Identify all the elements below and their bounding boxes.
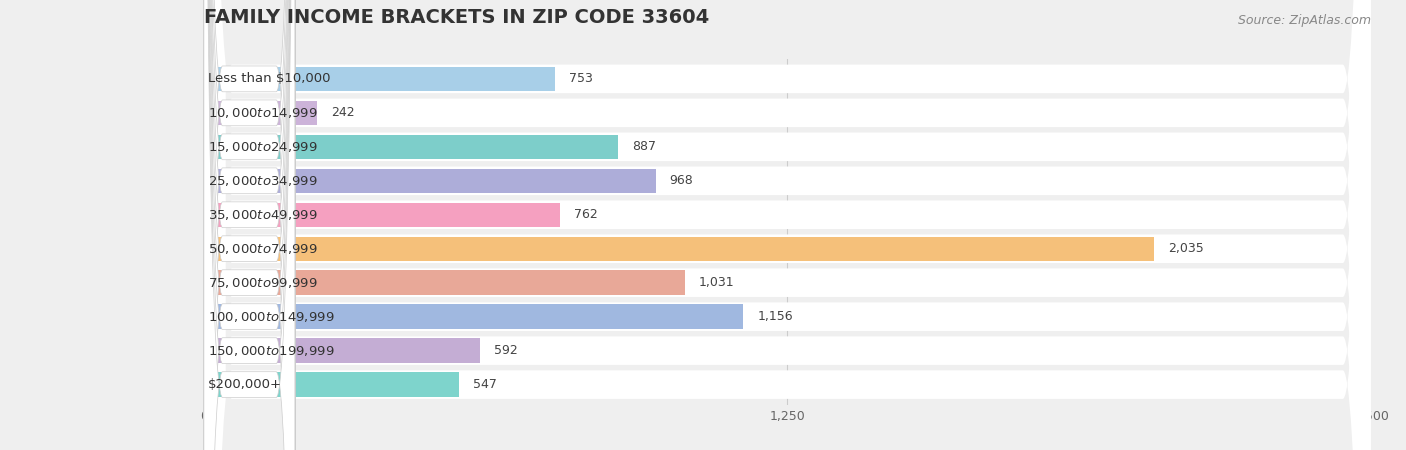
FancyBboxPatch shape <box>204 0 295 450</box>
FancyBboxPatch shape <box>204 0 1371 450</box>
FancyBboxPatch shape <box>204 0 1371 450</box>
FancyBboxPatch shape <box>204 0 295 450</box>
Bar <box>204 373 460 397</box>
FancyBboxPatch shape <box>204 0 1371 450</box>
Text: 2,035: 2,035 <box>1168 242 1204 255</box>
Bar <box>204 101 316 125</box>
Bar <box>204 169 655 193</box>
Bar <box>204 237 1154 261</box>
Text: $25,000 to $34,999: $25,000 to $34,999 <box>208 174 318 188</box>
FancyBboxPatch shape <box>204 0 295 450</box>
Text: 762: 762 <box>574 208 598 221</box>
FancyBboxPatch shape <box>204 0 295 450</box>
FancyBboxPatch shape <box>204 0 1371 450</box>
FancyBboxPatch shape <box>204 0 295 450</box>
FancyBboxPatch shape <box>204 0 1371 450</box>
Text: 1,031: 1,031 <box>699 276 735 289</box>
Bar <box>204 305 744 329</box>
FancyBboxPatch shape <box>204 0 295 450</box>
FancyBboxPatch shape <box>204 0 1371 450</box>
Text: $100,000 to $149,999: $100,000 to $149,999 <box>208 310 335 324</box>
Text: 1,156: 1,156 <box>758 310 793 323</box>
Bar <box>204 338 481 363</box>
FancyBboxPatch shape <box>204 0 295 450</box>
FancyBboxPatch shape <box>204 0 295 450</box>
FancyBboxPatch shape <box>204 0 1371 450</box>
Text: $35,000 to $49,999: $35,000 to $49,999 <box>208 208 318 222</box>
Text: Less than $10,000: Less than $10,000 <box>208 72 330 86</box>
Text: 887: 887 <box>631 140 657 153</box>
Text: $75,000 to $99,999: $75,000 to $99,999 <box>208 276 318 290</box>
Text: 968: 968 <box>669 174 693 187</box>
Text: FAMILY INCOME BRACKETS IN ZIP CODE 33604: FAMILY INCOME BRACKETS IN ZIP CODE 33604 <box>204 8 709 27</box>
FancyBboxPatch shape <box>204 0 1371 450</box>
Text: 242: 242 <box>330 106 354 119</box>
Text: 753: 753 <box>569 72 593 86</box>
Bar <box>204 135 617 159</box>
Text: $10,000 to $14,999: $10,000 to $14,999 <box>208 106 318 120</box>
Bar <box>204 270 685 295</box>
Text: $150,000 to $199,999: $150,000 to $199,999 <box>208 344 335 358</box>
FancyBboxPatch shape <box>204 0 295 450</box>
Text: 592: 592 <box>495 344 517 357</box>
FancyBboxPatch shape <box>204 0 295 450</box>
Text: Source: ZipAtlas.com: Source: ZipAtlas.com <box>1237 14 1371 27</box>
Bar <box>204 202 560 227</box>
Text: 547: 547 <box>474 378 498 391</box>
Bar <box>204 67 555 91</box>
Text: $15,000 to $24,999: $15,000 to $24,999 <box>208 140 318 154</box>
FancyBboxPatch shape <box>204 0 1371 450</box>
Text: $200,000+: $200,000+ <box>208 378 281 391</box>
FancyBboxPatch shape <box>204 0 1371 450</box>
Text: $50,000 to $74,999: $50,000 to $74,999 <box>208 242 318 256</box>
